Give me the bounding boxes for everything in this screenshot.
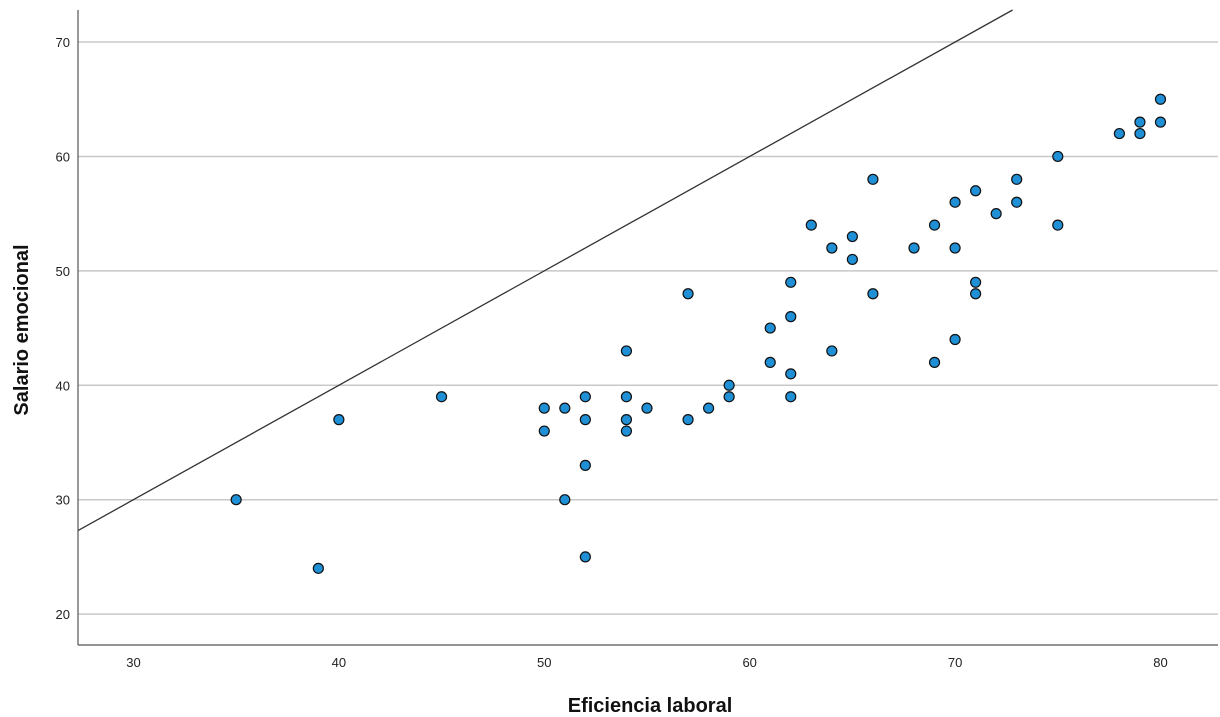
data-point: [620, 391, 633, 403]
data-point: [559, 402, 571, 414]
data-point: [846, 230, 858, 243]
reference-line: [77, 9, 1013, 532]
data-point: [682, 288, 694, 300]
y-tick-label: 30: [56, 493, 70, 508]
data-point: [579, 414, 591, 426]
data-point: [846, 253, 858, 266]
data-point: [641, 402, 653, 414]
data-point: [970, 185, 982, 197]
data-point: [1134, 127, 1146, 140]
data-point: [723, 391, 735, 403]
x-tick-label: 70: [948, 655, 962, 670]
data-point: [702, 402, 715, 414]
y-axis-title: Salario emocional: [11, 244, 33, 415]
data-point: [620, 425, 633, 437]
data-point: [620, 345, 633, 357]
data-point: [620, 414, 633, 426]
data-point: [1113, 127, 1126, 140]
data-point: [559, 494, 571, 506]
data-point: [867, 173, 879, 185]
gridlines: [78, 41, 1218, 615]
data-points: [230, 93, 1167, 574]
data-point: [764, 322, 776, 334]
data-point: [908, 242, 920, 254]
data-point: [990, 208, 1002, 220]
y-tick-label: 70: [56, 35, 70, 50]
x-tick-label: 40: [332, 655, 346, 670]
data-point: [785, 391, 797, 403]
data-point: [785, 368, 797, 380]
data-point: [1011, 196, 1023, 208]
reference-line-group: [77, 9, 1013, 532]
axes: [77, 10, 1218, 646]
data-point: [949, 196, 961, 208]
data-point: [928, 219, 941, 231]
data-point: [1154, 93, 1167, 105]
data-point: [805, 219, 817, 231]
x-tick-label: 50: [537, 655, 551, 670]
data-point: [785, 276, 797, 288]
x-tick-label: 60: [742, 655, 756, 670]
y-tick-label: 50: [56, 264, 70, 279]
data-point: [764, 356, 776, 368]
data-point: [1052, 150, 1064, 163]
y-tick-label: 20: [56, 607, 70, 622]
y-tick-label: 40: [56, 378, 70, 393]
data-point: [1052, 219, 1064, 231]
x-tick-label: 30: [126, 655, 140, 670]
data-point: [538, 402, 550, 414]
data-point: [579, 391, 591, 403]
data-point: [723, 379, 735, 391]
data-point: [949, 242, 961, 254]
data-point: [785, 311, 797, 323]
data-point: [826, 242, 838, 254]
data-point: [579, 551, 591, 563]
data-point: [826, 345, 838, 357]
data-point: [1011, 173, 1023, 185]
data-point: [579, 459, 591, 471]
tick-labels: 20 30 40 50 60 70 30 40 50 60 70 80: [56, 35, 1168, 670]
data-point: [682, 414, 694, 426]
data-point: [970, 276, 982, 288]
y-tick-label: 60: [56, 149, 70, 164]
x-tick-label: 80: [1153, 655, 1167, 670]
data-point: [867, 288, 879, 300]
x-axis-title: Eficiencia laboral: [568, 695, 733, 717]
data-point: [1134, 116, 1146, 128]
data-point: [928, 356, 941, 368]
data-point: [970, 288, 982, 300]
data-point: [1154, 116, 1167, 128]
data-point: [333, 414, 345, 426]
data-point: [230, 494, 242, 506]
data-point: [949, 333, 961, 346]
data-point: [435, 391, 448, 403]
data-point: [312, 562, 324, 574]
data-point: [538, 425, 550, 437]
